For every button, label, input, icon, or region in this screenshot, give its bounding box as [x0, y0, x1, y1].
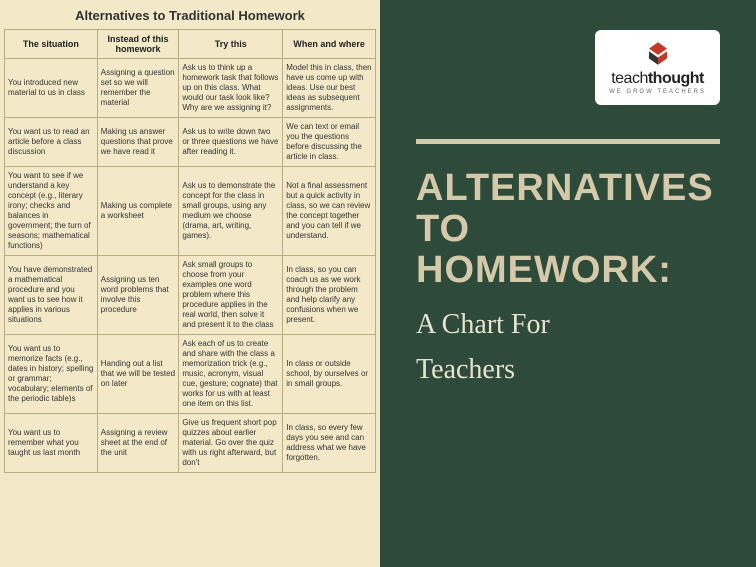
table-cell: Assigning a question set so we will reme…: [97, 59, 179, 118]
column-header: When and where: [283, 30, 376, 59]
table-row: You want us to memorize facts (e.g., dat…: [5, 335, 376, 414]
column-header: Instead of this homework: [97, 30, 179, 59]
table-cell: We can text or email you the questions b…: [283, 118, 376, 167]
table-cell: Ask us to write down two or three questi…: [179, 118, 283, 167]
table-row: You introduced new material to us in cla…: [5, 59, 376, 118]
table-row: You want us to remember what you taught …: [5, 414, 376, 473]
table-row: You want us to read an article before a …: [5, 118, 376, 167]
table-cell: In class or outside school, by ourselves…: [283, 335, 376, 414]
heading-line-2: TO HOMEWORK:: [416, 209, 720, 291]
table-cell: Not a final assessment but a quick activ…: [283, 167, 376, 256]
table-cell: Making us answer questions that prove we…: [97, 118, 179, 167]
table-title: Alternatives to Traditional Homework: [4, 8, 376, 23]
table-cell: In class, so you can coach us as we work…: [283, 256, 376, 335]
main-heading: ALTERNATIVES TO HOMEWORK:: [416, 168, 720, 291]
table-cell: Ask us to demonstrate the concept for th…: [179, 167, 283, 256]
table-cell: In class, so every few days you see and …: [283, 414, 376, 473]
table-body: You introduced new material to us in cla…: [5, 59, 376, 473]
homework-alternatives-table: The situationInstead of this homeworkTry…: [4, 29, 376, 473]
column-header: Try this: [179, 30, 283, 59]
table-cell: You have demonstrated a mathematical pro…: [5, 256, 98, 335]
table-cell: You want us to remember what you taught …: [5, 414, 98, 473]
table-cell: Ask us to think up a homework task that …: [179, 59, 283, 118]
table-cell: Give us frequent short pop quizzes about…: [179, 414, 283, 473]
table-row: You have demonstrated a mathematical pro…: [5, 256, 376, 335]
table-cell: Ask small groups to choose from your exa…: [179, 256, 283, 335]
subtitle-line-1: A Chart For: [416, 303, 720, 348]
brand-logo: teachthought WE GROW TEACHERS: [595, 30, 720, 105]
title-panel: teachthought WE GROW TEACHERS ALTERNATIV…: [380, 0, 756, 567]
logo-text: teachthought: [611, 70, 704, 88]
table-cell: You want us to memorize facts (e.g., dat…: [5, 335, 98, 414]
table-cell: You want us to read an article before a …: [5, 118, 98, 167]
table-cell: You want to see if we understand a key c…: [5, 167, 98, 256]
table-cell: Ask each of us to create and share with …: [179, 335, 283, 414]
table-row: You want to see if we understand a key c…: [5, 167, 376, 256]
column-header: The situation: [5, 30, 98, 59]
table-header-row: The situationInstead of this homeworkTry…: [5, 30, 376, 59]
subtitle: A Chart For Teachers: [416, 303, 720, 393]
table-cell: Handing out a list that we will be teste…: [97, 335, 179, 414]
logo-tagline: WE GROW TEACHERS: [609, 89, 706, 95]
subtitle-line-2: Teachers: [416, 348, 720, 393]
divider-bar: [416, 139, 720, 144]
logo-mark-icon: [640, 40, 676, 68]
table-cell: You introduced new material to us in cla…: [5, 59, 98, 118]
table-cell: Making us complete a worksheet: [97, 167, 179, 256]
table-panel: Alternatives to Traditional Homework The…: [0, 0, 380, 567]
table-cell: Assigning us ten word problems that invo…: [97, 256, 179, 335]
table-cell: Assigning a review sheet at the end of t…: [97, 414, 179, 473]
table-cell: Model this in class, then have us come u…: [283, 59, 376, 118]
heading-line-1: ALTERNATIVES: [416, 168, 720, 209]
